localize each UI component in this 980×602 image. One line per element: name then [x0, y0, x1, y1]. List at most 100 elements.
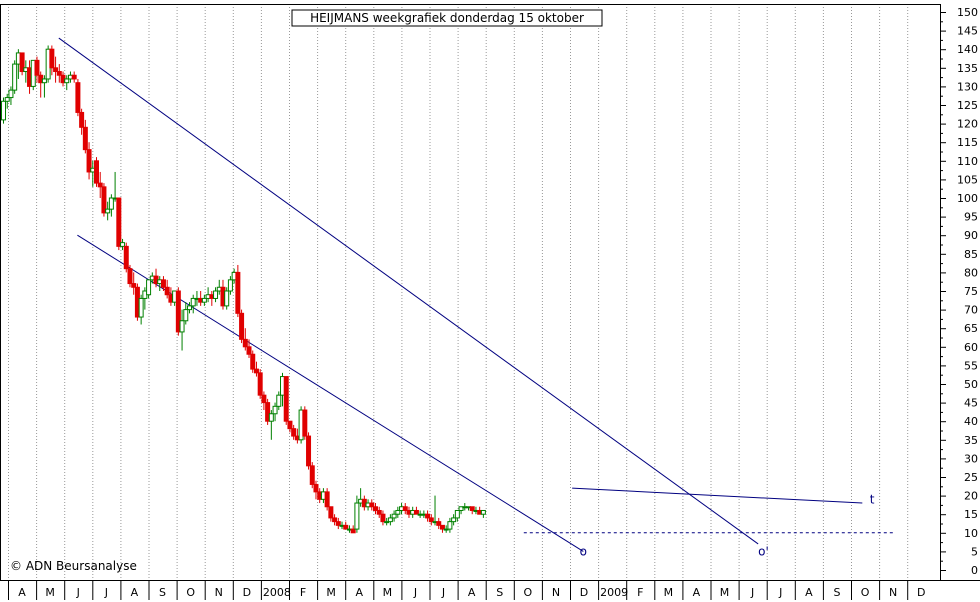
x-tick-label: J: [441, 586, 445, 599]
candle-body: [105, 208, 111, 214]
candle-body: [480, 509, 486, 515]
candle-body: [183, 309, 189, 322]
candle-body: [436, 521, 442, 526]
candle-body: [413, 509, 419, 515]
y-tick-label: 150: [957, 6, 978, 19]
y-tick-label: 120: [957, 118, 978, 131]
grid-layer: [8, 4, 909, 580]
x-tick-label: A: [468, 586, 476, 599]
x-tick-label: O: [861, 586, 870, 599]
x-tick-label: S: [159, 586, 166, 599]
x-tick-label: S: [496, 586, 503, 599]
x-tick-label: M: [383, 586, 393, 599]
y-tick-label: 100: [957, 192, 978, 205]
x-tick-label: D: [917, 586, 925, 599]
trendline-resistance: [572, 487, 863, 504]
candle-body: [160, 279, 166, 288]
candle-body: [56, 71, 62, 76]
y-tick-label: 55: [964, 359, 978, 372]
y-tick-label: 135: [957, 62, 978, 75]
x-tick-label: A: [805, 586, 813, 599]
y-tick-label: 85: [964, 248, 978, 261]
axis-layer: A M J J A S O N D 2008 F M A M J J A S O N D 2009 F M A M J J A S O N D 0…: [0, 4, 980, 600]
candle-body: [384, 521, 390, 524]
candle-body: [79, 111, 85, 128]
candle-body: [257, 372, 263, 396]
y-tick-label: 130: [957, 80, 978, 93]
candle-body: [387, 517, 393, 523]
candle-body: [19, 52, 25, 73]
candle-body: [138, 297, 144, 318]
x-tick-label: A: [355, 586, 363, 599]
x-tick-label: A: [131, 586, 139, 599]
candle-body: [227, 279, 233, 292]
chart-annotation: o: [580, 544, 587, 558]
x-tick-label: N: [552, 586, 560, 599]
candle-body: [120, 242, 126, 247]
x-tick-label: A: [18, 586, 26, 599]
y-tick-label: 40: [964, 415, 978, 428]
candle-body: [402, 506, 408, 511]
x-tick-label: 2009: [600, 586, 628, 599]
y-tick-label: 75: [964, 285, 978, 298]
candle-layer: [1, 45, 486, 534]
x-tick-label: A: [693, 586, 701, 599]
y-tick-label: 95: [964, 211, 978, 224]
candle-body: [164, 286, 170, 296]
candle-body: [469, 506, 475, 511]
candle-body: [8, 89, 14, 99]
y-tick-label: 20: [964, 490, 978, 503]
y-tick-label: 5: [971, 545, 978, 558]
x-tick-label: S: [833, 586, 840, 599]
candle-body: [291, 428, 297, 437]
trendline-lower-channel: [77, 234, 584, 552]
candle-body: [116, 197, 122, 247]
candle-body: [49, 48, 55, 69]
candle-body: [53, 67, 59, 73]
candle-body: [253, 368, 259, 374]
candle-body: [287, 420, 293, 430]
candle-body: [380, 513, 386, 523]
x-tick-label: N: [889, 586, 897, 599]
y-tick-label: 140: [957, 43, 978, 56]
candle-body: [376, 509, 382, 515]
candle-body: [12, 63, 18, 91]
trendline-upper-channel: [58, 37, 759, 545]
y-tick-label: 25: [964, 471, 978, 484]
x-tick-label: N: [215, 586, 223, 599]
x-tick-label: D: [580, 586, 588, 599]
candle-body: [428, 517, 434, 523]
candle-body: [175, 290, 181, 333]
x-tick-label: J: [413, 586, 417, 599]
candle-body: [179, 320, 185, 333]
x-tick-label: M: [720, 586, 730, 599]
x-tick-label: J: [778, 586, 782, 599]
candle-body: [276, 394, 282, 407]
candle-body: [324, 491, 330, 508]
y-tick-label: 30: [964, 452, 978, 465]
candle-body: [302, 409, 308, 437]
candle-body: [190, 297, 196, 307]
candle-body: [242, 338, 248, 348]
candle-body: [86, 149, 92, 173]
candle-body: [369, 502, 375, 508]
trendline-layer: [58, 37, 896, 552]
candle-body: [332, 517, 338, 523]
y-tick-label: 80: [964, 266, 978, 279]
candle-body: [4, 97, 10, 102]
candle-body: [75, 82, 81, 113]
candle-body: [146, 279, 152, 296]
candle-body: [395, 509, 401, 515]
candle-body: [235, 271, 241, 314]
copyright-text: © ADN Beursanalyse: [10, 559, 137, 573]
candle-body: [425, 513, 431, 519]
candle-body: [108, 197, 114, 210]
candle-body: [101, 186, 107, 214]
candle-body: [443, 528, 449, 531]
candle-body: [127, 268, 133, 285]
y-tick-label: 10: [964, 527, 978, 540]
candle-body: [123, 245, 129, 270]
candle-body: [272, 405, 278, 415]
